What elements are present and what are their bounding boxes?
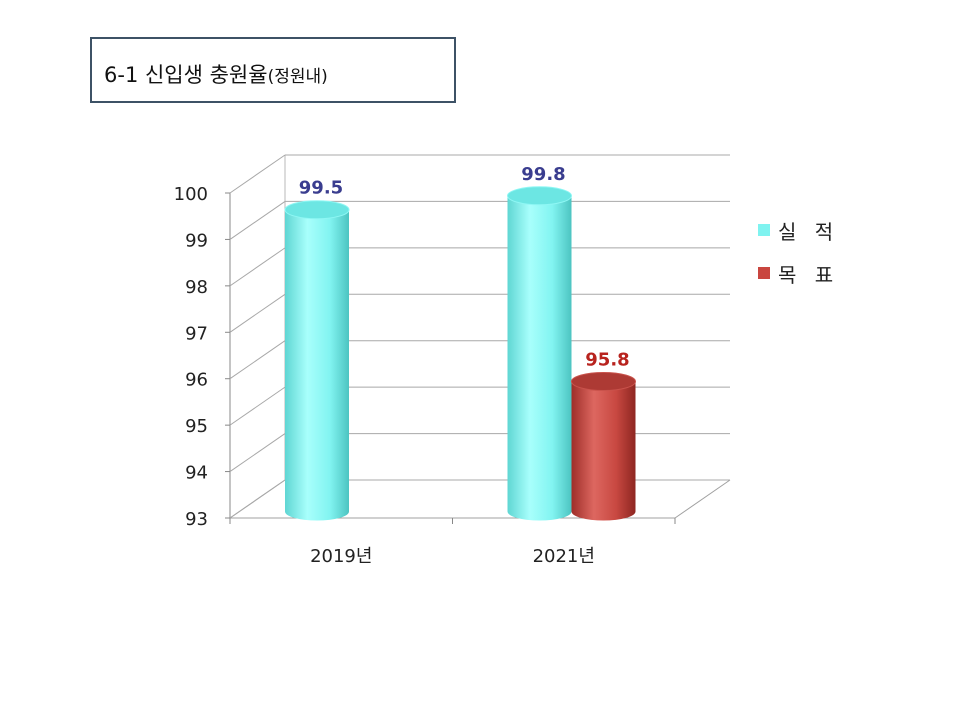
data-label-target: 95.8 [585, 350, 629, 371]
y-tick-label: 95 [185, 416, 208, 437]
bar-actual-top [507, 186, 572, 206]
legend-item-target: 목 표 [758, 261, 840, 287]
y-tick-label: 100 [174, 184, 208, 205]
x-tick-label: 2021년 [533, 546, 595, 567]
gridline-side [229, 247, 286, 287]
chart-title-box: 6-1 신입생 충원율(정원내) [90, 37, 456, 103]
legend-swatch-target [758, 267, 770, 279]
x-tick-label: 2019년 [310, 546, 372, 567]
gridline-side [229, 433, 286, 472]
chart-title-paren: (정원내) [267, 67, 328, 87]
legend-swatch-actual [758, 224, 770, 236]
legend-label-actual: 실 적 [778, 219, 840, 244]
y-tick-label: 93 [185, 509, 208, 530]
floor-right-edge [674, 479, 731, 519]
legend-item-actual: 실 적 [758, 218, 840, 244]
bar-actual [285, 209, 349, 521]
legend-label-target: 목 표 [778, 262, 840, 287]
y-tick-label: 99 [185, 230, 208, 251]
chart-title-main: 6-1 신입생 충원율 [104, 63, 268, 87]
gridline-side [229, 479, 286, 519]
bar-target [571, 381, 636, 521]
y-tick-label: 96 [185, 370, 208, 391]
bar-target-top [571, 372, 636, 391]
gridline-side [229, 154, 286, 194]
gridline-side [229, 293, 286, 333]
chart-title: 6-1 신입생 충원율(정원내) [104, 59, 328, 89]
y-tick-label: 94 [185, 463, 208, 484]
data-label-actual: 99.5 [299, 178, 343, 199]
y-tick-label: 97 [185, 323, 208, 344]
gridline-side [229, 386, 286, 426]
bar-actual-top [284, 200, 350, 220]
y-tick-label: 98 [185, 277, 208, 298]
bar-actual [507, 195, 572, 521]
gridline-side [229, 201, 286, 240]
gridline-side [229, 340, 286, 380]
chart-legend: 실 적 목 표 [758, 218, 839, 304]
data-label-actual: 99.8 [521, 164, 565, 185]
